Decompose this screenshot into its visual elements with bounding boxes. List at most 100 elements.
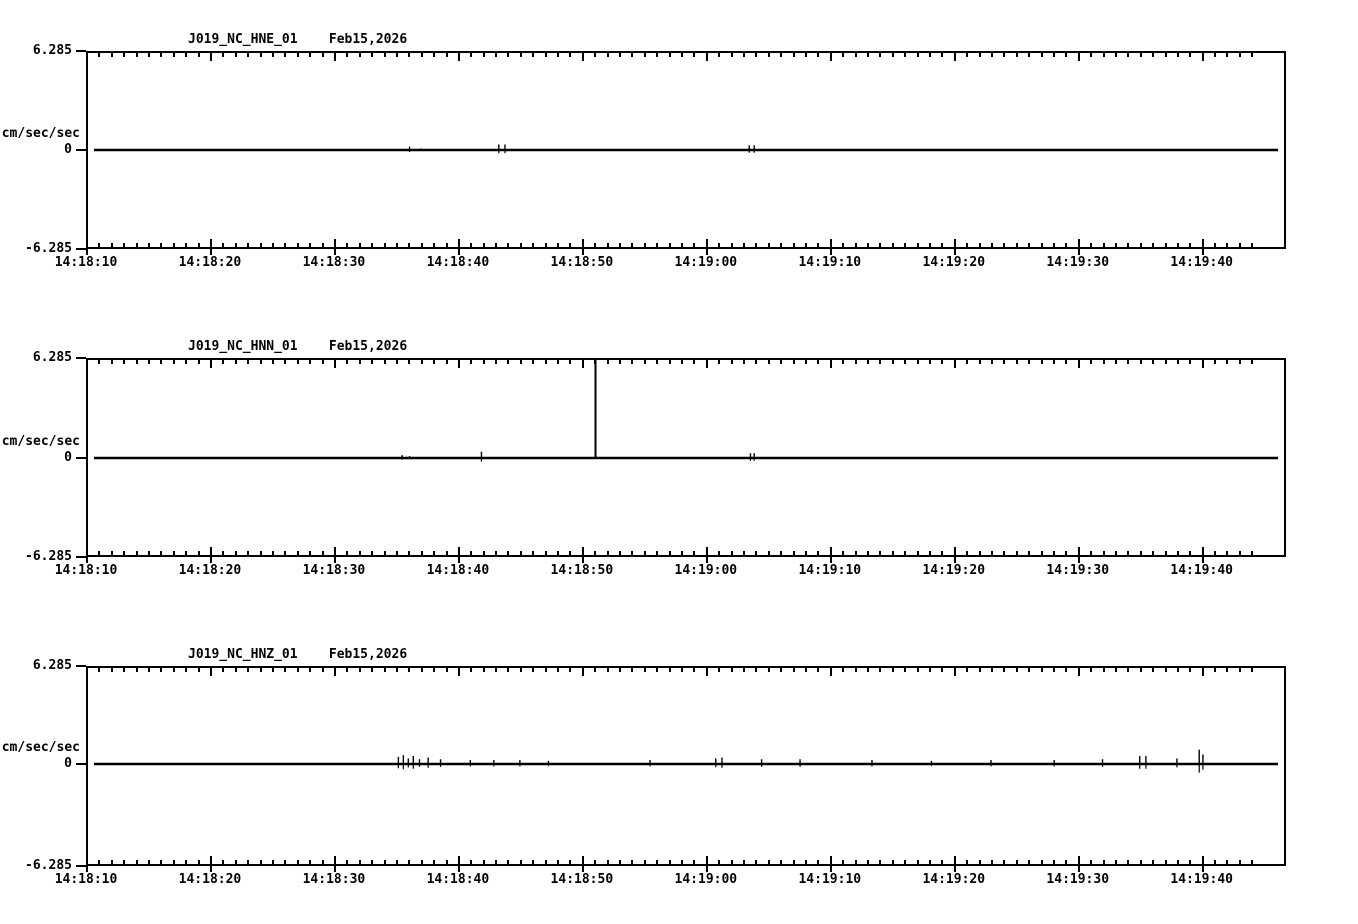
x-tick-bottom-2-103 <box>1239 551 1241 557</box>
x-tick-bottom-1-84 <box>1003 243 1005 249</box>
x-tick-top-3-25 <box>272 666 274 672</box>
x-tick-top-1-87 <box>1041 51 1043 57</box>
x-tick-label-3-8: 14:19:30 <box>1046 872 1110 887</box>
x-tick-top-2-77 <box>917 358 919 364</box>
x-tick-top-3-81 <box>966 666 968 672</box>
x-tick-top-2-99 <box>1189 358 1191 364</box>
x-tick-label-1-0: 14:18:10 <box>54 255 118 270</box>
x-tick-top-2-38 <box>433 358 435 364</box>
x-tick-bottom-2-61 <box>718 551 720 557</box>
x-tick-bottom-1-55 <box>644 243 646 249</box>
x-tick-top-1-24 <box>260 51 262 57</box>
x-tick-top-1-34 <box>384 51 386 57</box>
x-tick-bottom-1-71 <box>842 243 844 249</box>
x-tick-bottom-3-53 <box>619 860 621 866</box>
x-tick-bottom-3-75 <box>892 860 894 866</box>
x-tick-bottom-1-96 <box>1152 243 1154 249</box>
y-tick-min-mark-3 <box>76 865 86 867</box>
x-tick-top-3-78 <box>929 666 931 672</box>
x-tick-bottom-3-78 <box>929 860 931 866</box>
x-tick-top-2-47 <box>545 358 547 364</box>
x-tick-top-1-49 <box>569 51 571 57</box>
x-tick-top-1-26 <box>284 51 286 57</box>
x-tick-label-3-0: 14:18:10 <box>54 872 118 887</box>
x-tick-top-2-41 <box>470 358 472 364</box>
x-tick-top-2-103 <box>1239 358 1241 364</box>
x-tick-top-2-87 <box>1041 358 1043 364</box>
x-tick-bottom-3-99 <box>1189 860 1191 866</box>
x-tick-bottom-3-68 <box>805 860 807 866</box>
x-tick-top-3-86 <box>1028 666 1030 672</box>
x-major-tick-outer-1-3 <box>458 249 460 255</box>
x-tick-top-1-70 <box>830 51 832 61</box>
x-tick-top-2-96 <box>1152 358 1154 364</box>
x-tick-bottom-1-33 <box>371 243 373 249</box>
x-tick-top-2-61 <box>718 358 720 364</box>
x-tick-top-3-91 <box>1090 666 1092 672</box>
x-tick-bottom-1-75 <box>892 243 894 249</box>
x-tick-bottom-2-25 <box>272 551 274 557</box>
x-tick-bottom-2-57 <box>669 551 671 557</box>
x-tick-top-3-57 <box>669 666 671 672</box>
x-tick-bottom-1-88 <box>1053 243 1055 249</box>
x-tick-bottom-3-26 <box>284 860 286 866</box>
x-tick-bottom-1-27 <box>297 243 299 249</box>
x-tick-top-2-49 <box>569 358 571 364</box>
x-tick-bottom-1-59 <box>693 243 695 249</box>
x-tick-bottom-2-29 <box>322 551 324 557</box>
x-tick-bottom-3-11 <box>98 860 100 866</box>
x-tick-top-2-75 <box>892 358 894 364</box>
x-tick-label-3-5: 14:19:00 <box>674 872 738 887</box>
x-tick-bottom-3-47 <box>545 860 547 866</box>
x-major-tick-outer-1-7 <box>954 249 956 255</box>
x-tick-top-1-44 <box>507 51 509 57</box>
x-tick-bottom-3-81 <box>966 860 968 866</box>
x-tick-bottom-2-64 <box>755 551 757 557</box>
x-tick-top-3-44 <box>507 666 509 672</box>
x-tick-bottom-3-32 <box>359 860 361 866</box>
x-major-tick-outer-2-6 <box>830 557 832 563</box>
x-tick-bottom-1-35 <box>396 243 398 249</box>
x-tick-label-2-4: 14:18:50 <box>550 563 614 578</box>
x-tick-bottom-2-102 <box>1226 551 1228 557</box>
x-major-tick-outer-2-9 <box>1202 557 1204 563</box>
x-tick-top-2-84 <box>1003 358 1005 364</box>
x-tick-top-2-69 <box>817 358 819 364</box>
x-tick-bottom-2-58 <box>681 551 683 557</box>
x-tick-top-3-69 <box>817 666 819 672</box>
x-tick-bottom-2-53 <box>619 551 621 557</box>
x-tick-top-2-31 <box>346 358 348 364</box>
x-tick-bottom-3-58 <box>681 860 683 866</box>
x-tick-top-1-45 <box>520 51 522 57</box>
x-tick-top-3-32 <box>359 666 361 672</box>
x-tick-top-2-18 <box>185 358 187 364</box>
x-tick-bottom-3-55 <box>644 860 646 866</box>
x-tick-bottom-3-40 <box>458 856 460 866</box>
x-tick-bottom-2-17 <box>173 551 175 557</box>
x-tick-bottom-2-68 <box>805 551 807 557</box>
x-tick-top-2-53 <box>619 358 621 364</box>
x-tick-top-2-42 <box>483 358 485 364</box>
x-tick-bottom-1-38 <box>433 243 435 249</box>
x-tick-label-2-1: 14:18:20 <box>178 563 242 578</box>
y-tick-max-label-1: 6.285 <box>32 43 72 58</box>
x-tick-bottom-1-22 <box>235 243 237 249</box>
x-tick-top-3-93 <box>1115 666 1117 672</box>
x-tick-top-2-85 <box>1016 358 1018 364</box>
x-tick-top-1-69 <box>817 51 819 57</box>
x-tick-top-3-18 <box>185 666 187 672</box>
x-tick-bottom-2-75 <box>892 551 894 557</box>
x-tick-bottom-2-79 <box>941 551 943 557</box>
x-tick-bottom-3-28 <box>309 860 311 866</box>
x-tick-bottom-2-95 <box>1140 551 1142 557</box>
x-tick-top-3-73 <box>867 666 869 672</box>
x-tick-top-1-65 <box>768 51 770 57</box>
x-tick-top-3-76 <box>904 666 906 672</box>
x-tick-top-3-66 <box>780 666 782 672</box>
x-tick-bottom-3-86 <box>1028 860 1030 866</box>
x-tick-top-1-56 <box>656 51 658 57</box>
x-tick-top-2-83 <box>991 358 993 364</box>
x-major-tick-outer-2-7 <box>954 557 956 563</box>
